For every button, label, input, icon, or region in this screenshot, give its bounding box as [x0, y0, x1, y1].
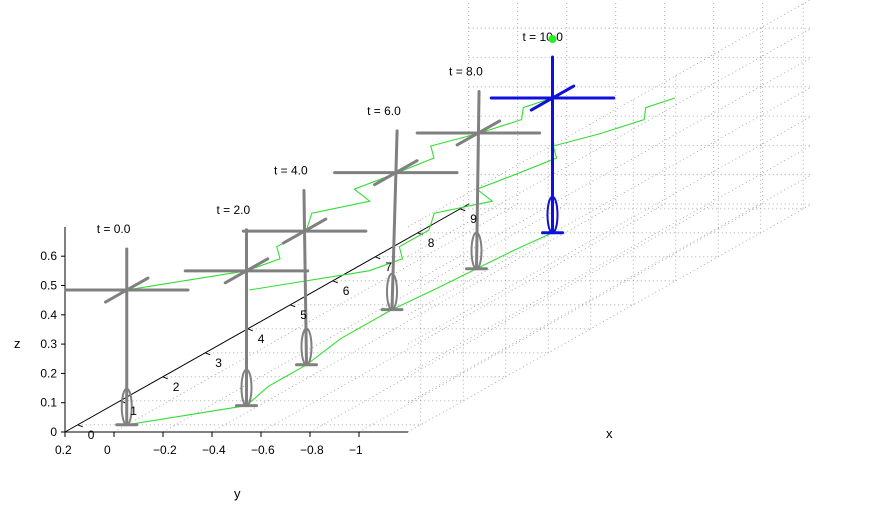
- cross-bar-x: [223, 257, 270, 285]
- current-marker: [548, 35, 557, 43]
- z-tick-label: 0.2: [40, 366, 57, 380]
- x-tick-label: 8: [428, 236, 435, 250]
- x-tick-label: 6: [343, 284, 350, 298]
- current-robot: t = 10.0: [489, 30, 616, 235]
- y-axis-label: y: [234, 486, 241, 501]
- z-tick-label: 0: [50, 425, 57, 439]
- x-tick-label: 2: [173, 380, 180, 394]
- ground-trail: [126, 232, 553, 426]
- z-tick-label: 0.6: [40, 249, 57, 263]
- cross-bar-x: [104, 276, 150, 304]
- back-wall-grid-z: [407, 115, 812, 345]
- y-tick-label: −0.6: [251, 443, 275, 457]
- back-wall-grid-z: [407, 86, 812, 316]
- floor-grid-y: [113, 203, 518, 433]
- trajectory-trails: [126, 97, 676, 426]
- z-tick-label: 0.3: [40, 337, 57, 351]
- robot-frame: t = 8.0: [415, 65, 542, 271]
- y-tick-label: 0.2: [55, 443, 72, 457]
- x-axis-line: [64, 203, 469, 433]
- x-tick-label: 0: [88, 428, 95, 442]
- pole: [475, 90, 481, 271]
- x-tick-label: 1: [130, 404, 137, 418]
- x-axis-label: x: [606, 426, 613, 441]
- grid-lines: [64, 0, 812, 433]
- x-tick-mark: [247, 328, 253, 332]
- back-wall-grid-z: [407, 203, 812, 433]
- x-tick-label: 3: [215, 356, 222, 370]
- robot-frames: t = 0.0 t = 2.0 t = 4.0 t = 6.0 t = 8.0 t = 1…: [64, 30, 616, 427]
- y-tick-label: −0.4: [202, 443, 226, 457]
- frame-label: t = 2.0: [217, 203, 251, 217]
- x-tick-mark: [290, 304, 296, 308]
- y-tick-label: −0.2: [153, 443, 177, 457]
- pole: [390, 129, 399, 312]
- frame-label: t = 4.0: [274, 163, 308, 177]
- cross-bar-x: [529, 84, 576, 112]
- x-tick-label: 4: [258, 332, 265, 346]
- axes: [61, 203, 469, 437]
- floor-grid-y: [358, 203, 763, 433]
- back-wall-grid-z: [407, 0, 811, 228]
- bar-trail-left: [126, 97, 553, 291]
- cross-bar-x: [281, 217, 328, 245]
- pole: [302, 188, 308, 367]
- x-tick-mark: [162, 376, 168, 380]
- y-tick-label: 0: [104, 443, 111, 457]
- frame-label: t = 0.0: [97, 222, 131, 236]
- x-tick-mark: [460, 208, 466, 212]
- robot-frame: t = 4.0: [241, 163, 368, 367]
- x-tick-label: 5: [300, 308, 307, 322]
- frame-label: t = 8.0: [449, 65, 483, 79]
- cross-bar-x: [455, 119, 502, 147]
- y-tick-label: −0.8: [300, 443, 324, 457]
- floor-grid-y: [309, 203, 714, 433]
- robot-frame: t = 6.0: [333, 104, 459, 312]
- z-tick-label: 0.4: [40, 308, 57, 322]
- x-tick-mark: [332, 280, 338, 284]
- x-tick-label: 9: [470, 212, 477, 226]
- y-tick-label: −1: [349, 443, 363, 457]
- x-tick-mark: [205, 352, 211, 356]
- z-tick-label: 0.1: [40, 396, 57, 410]
- robot-frame: t = 0.0: [64, 222, 190, 427]
- x-tick-label: 7: [385, 260, 392, 274]
- z-tick-label: 0.5: [40, 279, 57, 293]
- bar-trail-right: [249, 97, 676, 291]
- frame-label: t = 6.0: [367, 104, 401, 118]
- x-tick-mark: [375, 256, 381, 260]
- back-wall-grid-z: [407, 27, 812, 257]
- floor-grid-y: [260, 203, 665, 433]
- frame-label: t = 10.0: [523, 30, 564, 44]
- z-axis-label: z: [14, 336, 21, 351]
- robot-frame: t = 2.0: [183, 203, 310, 408]
- x-tick-mark: [77, 424, 83, 428]
- tick-labels: 0 1 2 3 4 5 6 7 8 9 0.2 0 −0.2 −0.4 −0.6 −0.8 −1 0 0.1 0.2 0…: [40, 212, 477, 457]
- cross-bar-x: [373, 159, 419, 187]
